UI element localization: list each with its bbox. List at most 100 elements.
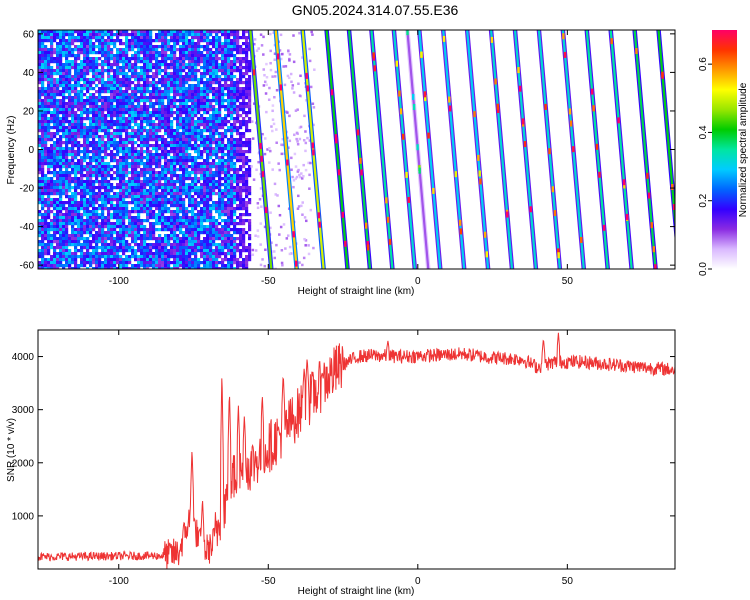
heatmap-cell bbox=[242, 153, 246, 157]
heatmap-cell bbox=[161, 36, 165, 40]
heatmap-cell bbox=[206, 45, 210, 49]
heatmap-cell bbox=[62, 126, 66, 130]
heatmap-cell bbox=[155, 36, 159, 40]
heatmap-cell bbox=[137, 255, 141, 259]
heatmap-cell bbox=[143, 45, 147, 49]
heatmap-cell bbox=[56, 222, 60, 226]
heatmap-cell bbox=[95, 261, 99, 265]
heatmap-cell bbox=[137, 267, 141, 269]
heatmap-cell bbox=[170, 216, 174, 220]
heatmap-cell bbox=[95, 192, 99, 196]
heatmap-cell bbox=[236, 192, 240, 196]
heatmap-cell bbox=[122, 267, 126, 269]
heatmap-cell bbox=[122, 210, 126, 214]
heatmap-cell bbox=[239, 243, 243, 247]
heatmap-cell bbox=[59, 120, 63, 124]
heatmap-cell bbox=[104, 204, 108, 208]
heatmap-cell bbox=[167, 90, 171, 94]
heatmap-cell bbox=[65, 120, 69, 124]
heatmap-cell bbox=[98, 81, 102, 85]
heatmap-cell bbox=[59, 216, 63, 220]
heatmap-cell bbox=[86, 228, 90, 232]
heatmap-cell bbox=[53, 69, 57, 73]
heatmap-cell bbox=[233, 186, 237, 190]
heatmap-cell bbox=[131, 141, 135, 145]
heatmap-cell bbox=[71, 63, 75, 67]
heatmap-cell bbox=[164, 267, 168, 269]
heatmap-cell bbox=[245, 57, 249, 61]
heatmap-cell bbox=[233, 138, 237, 142]
heatmap-cell bbox=[68, 171, 72, 175]
heatmap-cell bbox=[149, 57, 153, 61]
heatmap-cell bbox=[155, 201, 159, 205]
heatmap-cell bbox=[38, 261, 42, 265]
heatmap-cell bbox=[68, 129, 72, 133]
heatmap-cell bbox=[182, 102, 186, 106]
heatmap-cell bbox=[104, 84, 108, 88]
heatmap-cell bbox=[224, 72, 228, 76]
heatmap-cell bbox=[101, 81, 105, 85]
heatmap-cell bbox=[80, 90, 84, 94]
heatmap-cell bbox=[158, 69, 162, 73]
heatmap-cell bbox=[209, 72, 213, 76]
heatmap-cell bbox=[86, 39, 90, 43]
heatmap-cell bbox=[116, 78, 120, 82]
heatmap-cell bbox=[137, 231, 141, 235]
heatmap-cell bbox=[62, 120, 66, 124]
heatmap-cell bbox=[119, 54, 123, 58]
heatmap-cell bbox=[89, 243, 93, 247]
heatmap-cell bbox=[179, 120, 183, 124]
heatmap-cell bbox=[143, 102, 147, 106]
heatmap-cell bbox=[56, 42, 60, 46]
heatmap-cell bbox=[161, 201, 165, 205]
heatmap-cell bbox=[206, 249, 210, 253]
heatmap-cell bbox=[230, 117, 234, 121]
heatmap-cell bbox=[224, 48, 228, 52]
heatmap-cell bbox=[206, 42, 210, 46]
heatmap-cell bbox=[41, 42, 45, 46]
heatmap-cell bbox=[236, 183, 240, 187]
heatmap-cell bbox=[200, 240, 204, 244]
heatmap-cell bbox=[191, 48, 195, 52]
heatmap-cell bbox=[113, 237, 117, 241]
heatmap-cell bbox=[170, 183, 174, 187]
heatmap-cell bbox=[245, 261, 249, 265]
heatmap-cell bbox=[233, 120, 237, 124]
heatmap-cell bbox=[152, 159, 156, 163]
heatmap-cell bbox=[38, 168, 42, 172]
heatmap-cell bbox=[179, 36, 183, 40]
heatmap-cell bbox=[74, 60, 78, 64]
heatmap-cell bbox=[122, 213, 126, 217]
heatmap-cell bbox=[170, 60, 174, 64]
heatmap-cell bbox=[92, 171, 96, 175]
heatmap-cell bbox=[116, 87, 120, 91]
heatmap-cell bbox=[101, 75, 105, 79]
heatmap-cell bbox=[227, 105, 231, 109]
heatmap-cell bbox=[218, 210, 222, 214]
heatmap-cell bbox=[131, 132, 135, 136]
heatmap-cell bbox=[38, 114, 42, 118]
heatmap-cell bbox=[197, 267, 201, 269]
heatmap-cell bbox=[92, 33, 96, 37]
heatmap-cell bbox=[77, 93, 81, 97]
heatmap-cell bbox=[113, 213, 117, 217]
heatmap-cell bbox=[191, 144, 195, 148]
heatmap-cell bbox=[179, 189, 183, 193]
heatmap-cell bbox=[71, 237, 75, 241]
heatmap-cell bbox=[98, 174, 102, 178]
heatmap-cell bbox=[89, 96, 93, 100]
heatmap-cell bbox=[173, 90, 177, 94]
heatmap-cell bbox=[242, 204, 246, 208]
heatmap-cell bbox=[233, 237, 237, 241]
heatmap-cell bbox=[188, 93, 192, 97]
heatmap-cell bbox=[197, 246, 201, 250]
heatmap-cell bbox=[203, 225, 207, 229]
heatmap-cell bbox=[140, 72, 144, 76]
heatmap-cell bbox=[245, 210, 249, 214]
heatmap-cell bbox=[53, 135, 57, 139]
heatmap-cell bbox=[104, 243, 108, 247]
heatmap-cell bbox=[239, 126, 243, 130]
heatmap-cell bbox=[65, 102, 69, 106]
heatmap-cell bbox=[206, 228, 210, 232]
heatmap-cell bbox=[134, 174, 138, 178]
